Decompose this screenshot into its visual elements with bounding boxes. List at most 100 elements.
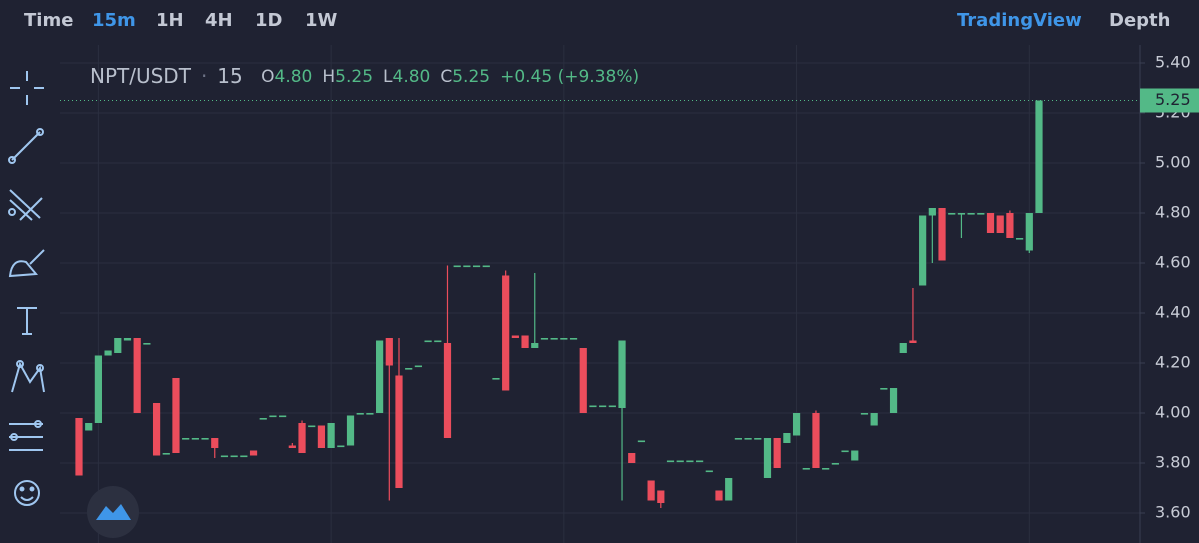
candle-body [191, 438, 199, 440]
candle-body [783, 433, 791, 443]
emoji-tool[interactable] [14, 480, 40, 506]
candle-body [792, 413, 801, 436]
candle-body [754, 438, 762, 440]
candle-body [899, 343, 907, 353]
y-tick-label: 4.00 [1155, 403, 1191, 422]
candle-body [531, 343, 539, 348]
candle-body [1025, 213, 1033, 251]
candle-body [919, 215, 927, 286]
candle-body [569, 338, 578, 340]
candle-body [550, 338, 558, 340]
candle-body [560, 338, 568, 340]
y-tick-label: 3.80 [1155, 453, 1191, 472]
grid [60, 45, 1140, 543]
candle-body [85, 423, 93, 431]
candle-body [472, 265, 481, 268]
crosshair-tool[interactable] [10, 71, 44, 105]
candle-body [599, 405, 607, 408]
field-label: O [261, 67, 274, 87]
view-tab[interactable]: Depth [1109, 10, 1170, 31]
candle-body [666, 460, 675, 463]
brush-tool[interactable] [8, 249, 45, 278]
y-tick-label: 3.60 [1155, 503, 1191, 522]
candle-body [443, 343, 452, 438]
candle-body [104, 350, 112, 356]
candle-body [841, 450, 849, 453]
candle-body [337, 445, 345, 448]
price-axis: 3.603.804.004.204.404.604.805.005.205.40 [1139, 45, 1191, 543]
candle-body [647, 480, 655, 501]
y-tick-label: 5.40 [1155, 53, 1191, 72]
candle-body [725, 478, 733, 501]
candle-body [686, 460, 694, 463]
candle-body [909, 340, 917, 343]
candle-body [317, 425, 326, 448]
fib-tool[interactable] [8, 189, 43, 221]
candle-body [201, 438, 209, 440]
interval-tab[interactable]: 4H [205, 10, 233, 31]
candle-body [75, 418, 83, 476]
candle-body [540, 338, 549, 340]
candle-body [502, 275, 510, 391]
interval-tab[interactable]: 1D [255, 10, 282, 31]
candle-body [424, 340, 432, 343]
interval-tab[interactable]: 15m [92, 10, 136, 31]
candle-body [94, 355, 102, 423]
view-tab[interactable]: TradingView [957, 10, 1082, 31]
candle-body [133, 338, 141, 413]
candle-body [880, 388, 888, 390]
measure-tool[interactable] [9, 420, 43, 451]
last-price-box [1140, 88, 1199, 113]
pattern-tool[interactable] [11, 360, 45, 393]
symbol: NPT/USDT [90, 64, 192, 88]
logo [87, 486, 139, 538]
candle-body [259, 418, 267, 420]
candle-body [123, 338, 132, 341]
candle-body [1016, 238, 1024, 240]
candle-body [385, 338, 393, 366]
candle-body [996, 215, 1004, 233]
candle-body [676, 460, 684, 463]
candle-body [986, 213, 995, 233]
candle-body [618, 340, 626, 408]
field-value: 5.25 [335, 67, 373, 87]
candle-body [802, 468, 810, 470]
candle-body [405, 368, 413, 370]
field-value: 4.80 [275, 67, 313, 87]
candle-body [434, 340, 442, 343]
field-label: C [440, 67, 452, 87]
field-value: 5.25 [452, 67, 490, 87]
trend-line-tool[interactable] [8, 128, 44, 164]
text-tool[interactable] [17, 307, 37, 335]
y-tick-label: 4.60 [1155, 253, 1191, 272]
candle-body [356, 413, 364, 415]
candle-body [967, 213, 975, 215]
last-price: 5.25 [60, 88, 1199, 113]
candle-body [744, 438, 752, 440]
candle-body [938, 208, 946, 261]
candle-body [715, 490, 723, 501]
candle-body [696, 460, 704, 463]
interval-tab[interactable]: 1W [305, 10, 338, 31]
candle-body [414, 365, 422, 368]
candle-body [860, 413, 869, 415]
chart-title: NPT/USDT · 15 O4.80 H5.25 L4.80 C5.25 +0.45 (+… [90, 64, 639, 88]
ohlc-fields: O4.80 H5.25 L4.80 C5.25 [261, 67, 490, 87]
candle-body [240, 455, 248, 458]
candle-body [1035, 100, 1043, 213]
candle-body [298, 423, 306, 453]
candle-body [453, 265, 461, 268]
candle-body [589, 405, 597, 408]
interval-tab: Time [24, 10, 73, 31]
toolbar [8, 71, 45, 506]
candle-body [521, 335, 529, 348]
field-value: 4.80 [393, 67, 431, 87]
change: +0.45 (+9.38%) [500, 67, 639, 87]
candle-body [628, 453, 636, 463]
candle-body [773, 438, 781, 468]
candle-body [376, 340, 384, 413]
interval-tab[interactable]: 1H [156, 10, 184, 31]
candle-body [889, 388, 898, 413]
